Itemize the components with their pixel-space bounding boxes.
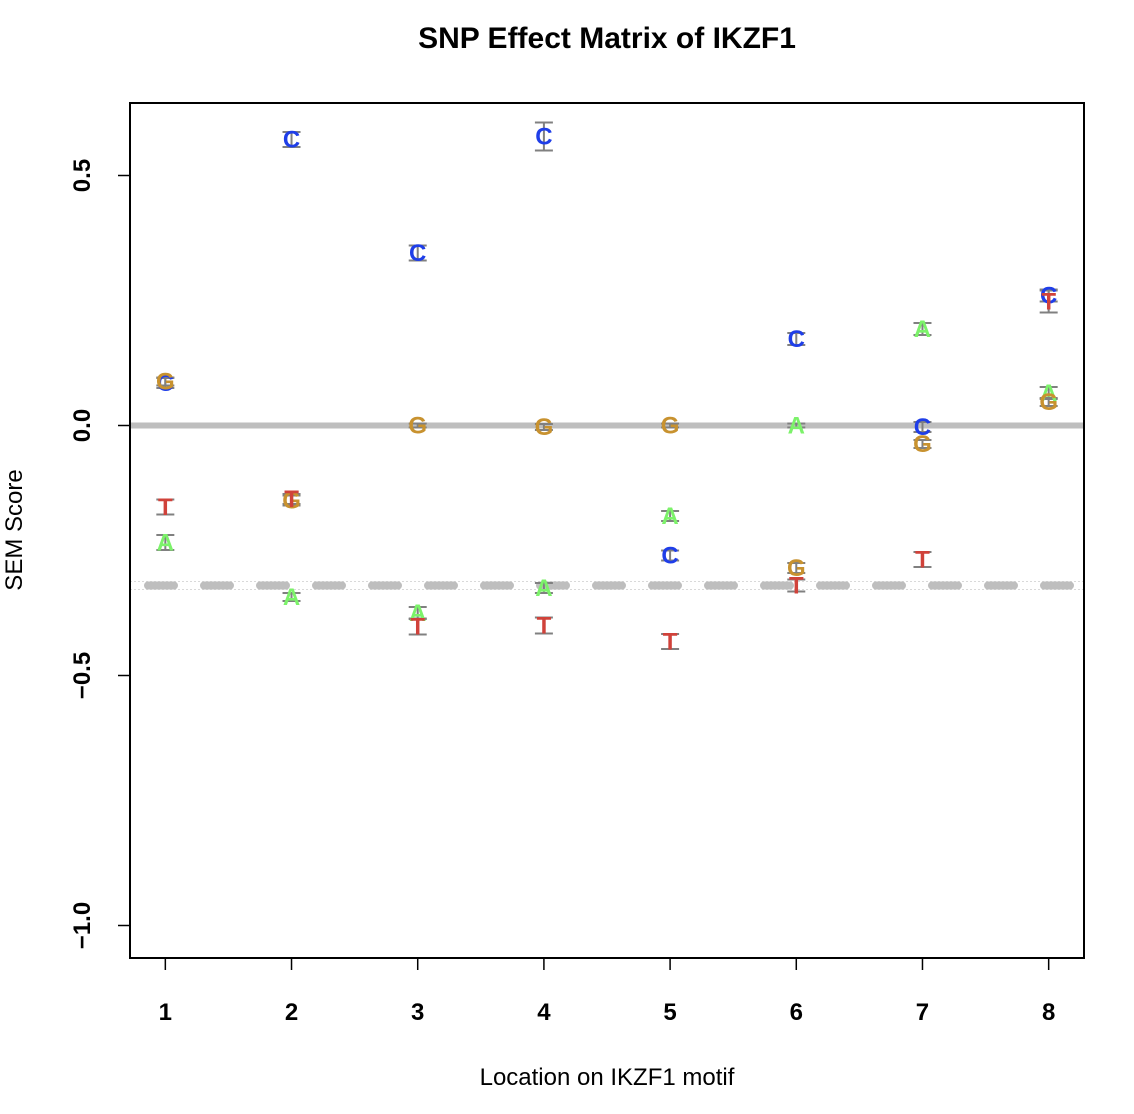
x-tick-label: 2 — [285, 999, 298, 1026]
x-tick-label: 7 — [916, 999, 929, 1026]
point-t: T — [537, 613, 552, 640]
chart-title: SNP Effect Matrix of IKZF1 — [418, 22, 796, 55]
error-bars — [156, 121, 1058, 650]
y-tick-label: 0.5 — [69, 159, 96, 192]
x-tick-label: 3 — [411, 999, 424, 1026]
x-axis-label: Location on IKZF1 motif — [480, 1064, 735, 1091]
x-tick-label: 5 — [663, 999, 676, 1026]
point-t: T — [158, 494, 173, 521]
point-g: G — [661, 413, 680, 440]
point-c: C — [788, 326, 805, 353]
point-t: T — [1041, 289, 1056, 316]
x-tick-label: 6 — [790, 999, 803, 1026]
x-tick-label: 8 — [1042, 999, 1055, 1026]
point-g: G — [535, 414, 554, 441]
point-c: C — [409, 240, 426, 267]
point-c: C — [1040, 283, 1057, 310]
point-a: A — [535, 575, 552, 602]
reference-lines — [126, 422, 1088, 590]
point-g: G — [913, 431, 932, 458]
point-t: T — [915, 547, 930, 574]
point-a: A — [661, 503, 678, 530]
point-a: A — [157, 530, 174, 557]
point-t: T — [789, 573, 804, 600]
x-tick-label: 4 — [537, 999, 551, 1026]
x-axis: 1 2 3 4 5 6 7 8 — [159, 957, 1055, 1026]
point-t: T — [410, 614, 425, 641]
y-tick-label: −0.5 — [69, 652, 96, 699]
y-axis-label: SEM Score — [1, 469, 28, 590]
point-c: C — [661, 543, 678, 570]
point-g: G — [282, 488, 301, 515]
point-a: A — [283, 584, 300, 611]
y-axis: −1.0 −0.5 0.0 0.5 — [69, 159, 131, 949]
point-a: A — [788, 413, 805, 440]
point-a: A — [914, 316, 931, 343]
point-c: C — [283, 127, 300, 154]
point-g: G — [408, 413, 427, 440]
point-g: G — [156, 369, 175, 396]
point-g: G — [1039, 389, 1058, 416]
point-t: T — [284, 486, 299, 513]
y-tick-label: 0.0 — [69, 409, 96, 442]
point-a: A — [409, 600, 426, 627]
point-g: G — [787, 555, 806, 582]
x-tick-label: 1 — [159, 999, 172, 1026]
plot-frame — [129, 102, 1085, 959]
y-tick-label: −1.0 — [69, 902, 96, 949]
point-c: C — [535, 124, 552, 151]
point-c: C — [914, 414, 931, 441]
point-t: T — [663, 629, 678, 656]
point-a: A — [1040, 380, 1057, 407]
point-c: C — [157, 370, 174, 397]
